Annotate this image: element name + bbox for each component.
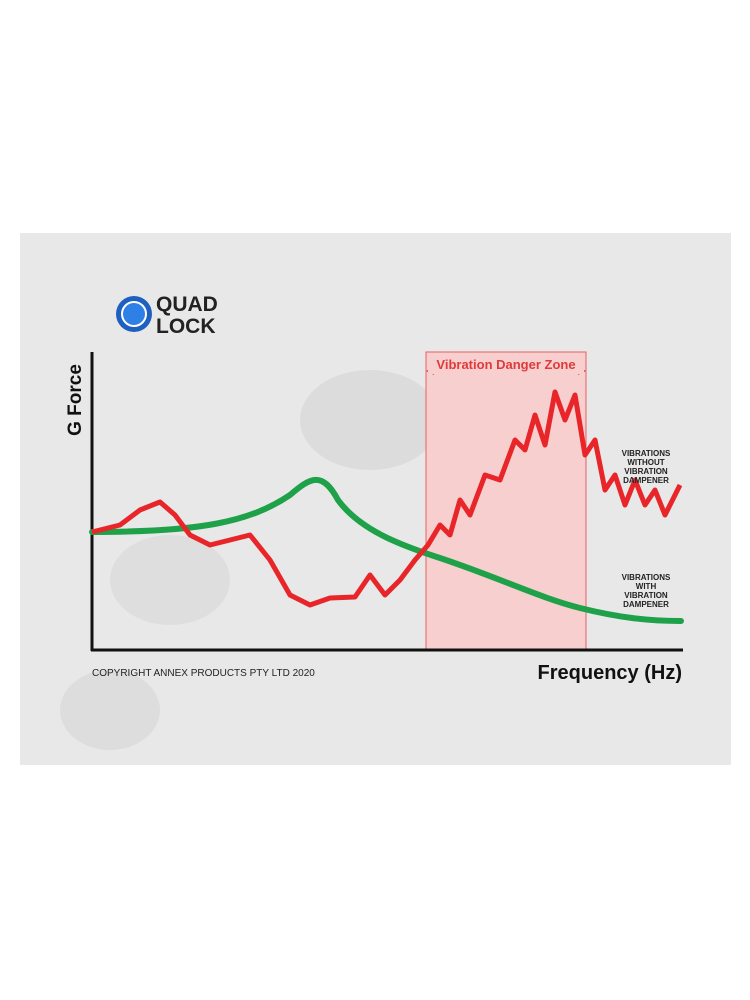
legend-text: VIBRATIONS bbox=[622, 573, 671, 582]
legend-text: VIBRATIONS bbox=[622, 449, 671, 458]
legend-text: WITHOUT bbox=[627, 458, 664, 467]
zone-label-bg bbox=[428, 354, 584, 374]
legend-text: WITH bbox=[636, 582, 657, 591]
logo-text: QUAD bbox=[156, 293, 218, 316]
curve-without-dampener bbox=[91, 389, 683, 608]
legend-text: DAMPENER bbox=[623, 600, 669, 609]
background-shape bbox=[60, 670, 160, 750]
x-axis-label: Frequency (Hz) bbox=[538, 662, 682, 684]
zone-label: Vibration Danger Zone bbox=[436, 357, 575, 372]
logo-text: LOCK bbox=[156, 315, 216, 338]
y-axis-label: G Force bbox=[65, 364, 86, 436]
curve-with-dampener bbox=[89, 476, 684, 624]
legend-with: VIBRATIONS WITH VIBRATION DAMPENER bbox=[622, 573, 671, 609]
background-shape bbox=[300, 370, 440, 470]
background-shape bbox=[110, 535, 230, 625]
legend-text: VIBRATION bbox=[624, 591, 668, 600]
legend-without: VIBRATIONS WITHOUT VIBRATION DAMPENER bbox=[622, 449, 671, 485]
legend-text: VIBRATION bbox=[624, 467, 668, 476]
legend-text: DAMPENER bbox=[623, 476, 669, 485]
logo-core bbox=[121, 301, 147, 327]
copyright: COPYRIGHT ANNEX PRODUCTS PTY LTD 2020 bbox=[92, 668, 315, 679]
